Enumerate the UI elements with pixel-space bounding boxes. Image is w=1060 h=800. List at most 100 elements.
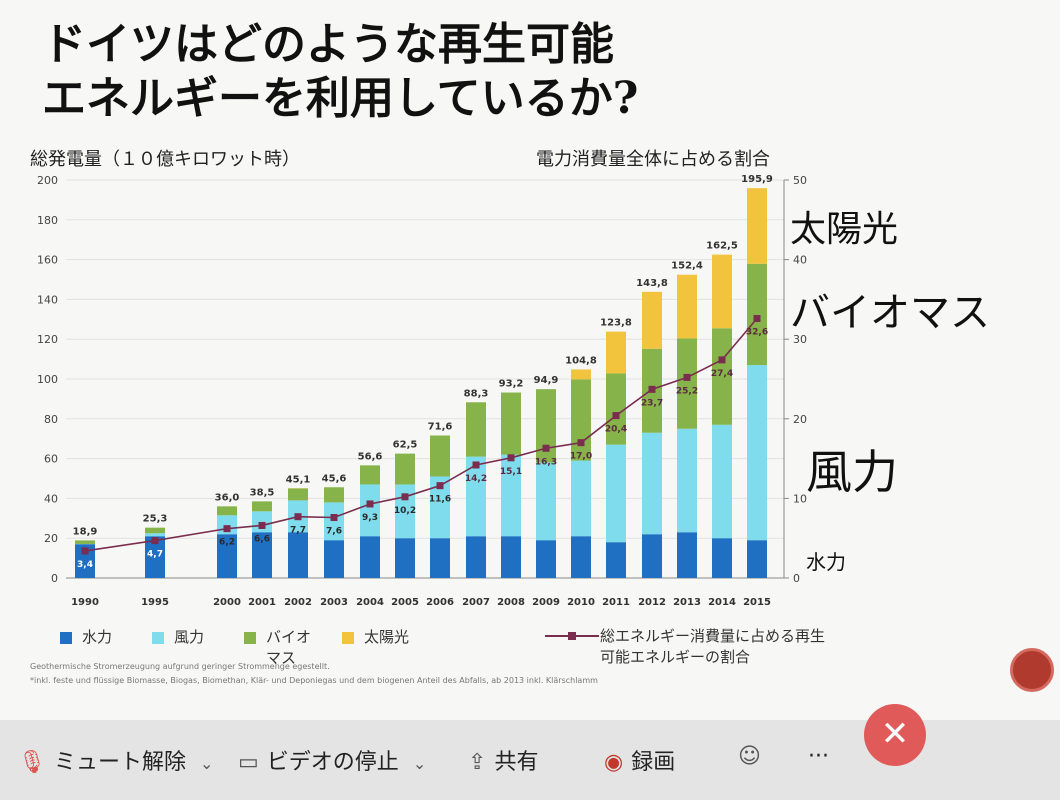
- chevron-down-icon[interactable]: ⌄: [199, 754, 214, 773]
- share-point: [81, 547, 89, 555]
- more-button[interactable]: ···: [808, 744, 829, 769]
- bar-total-label: 88,3: [464, 388, 489, 399]
- x-tick-label: 2004: [356, 597, 384, 608]
- bar-wind: [571, 460, 591, 537]
- share-point-label: 7,6: [326, 527, 342, 537]
- legend-item-wind: 風力: [152, 626, 204, 647]
- y2-tick-label: 20: [793, 413, 807, 426]
- share-point: [683, 373, 691, 381]
- bar-total-label: 143,8: [636, 278, 668, 289]
- bar-wind: [642, 432, 662, 535]
- share-point-label: 4,7: [147, 550, 163, 560]
- bar-solar: [606, 331, 626, 374]
- title-line-1: ドイツはどのような再生可能: [42, 19, 614, 70]
- share-point-label: 7,7: [290, 526, 306, 536]
- y-tick-label: 80: [44, 413, 58, 426]
- title-line-2: エネルギーを利用しているか?: [42, 73, 639, 124]
- bar-total-label: 45,1: [286, 474, 311, 485]
- bar-hydro: [712, 538, 732, 578]
- side-label-solar: 太陽光: [790, 209, 899, 250]
- bar-wind: [747, 365, 767, 541]
- share-line: [84, 317, 758, 552]
- bar-biomass: [217, 506, 237, 516]
- record-icon: ◉: [604, 750, 624, 775]
- bar-wind: [324, 502, 344, 541]
- y-tick-label: 20: [44, 532, 58, 545]
- legend-swatch-solar: [342, 631, 354, 644]
- y2-tick-label: 0: [793, 572, 800, 585]
- bar-solar: [747, 188, 767, 264]
- chevron-down-icon[interactable]: ⌄: [412, 754, 427, 773]
- share-point: [258, 521, 266, 529]
- bar-wind: [501, 454, 521, 537]
- reactions-button[interactable]: ☺: [738, 744, 769, 769]
- bar-total-label: 94,9: [534, 375, 559, 386]
- x-tick-label: 2003: [320, 597, 348, 608]
- stop-video-button[interactable]: ▭ ビデオの停止 ⌄: [238, 744, 434, 776]
- side-label-hydro: 水力: [806, 550, 846, 574]
- y-tick-label: 120: [37, 333, 58, 346]
- recording-indicator[interactable]: [1010, 648, 1054, 692]
- bar-biomass: [145, 527, 165, 534]
- share-point-label: 11,6: [429, 495, 451, 505]
- slide-title: ドイツはどのような再生可能 エネルギーを利用しているか?: [42, 18, 638, 126]
- legend-line-label-1: 総エネルギー消費量に占める再生: [600, 627, 826, 645]
- share-point: [401, 493, 409, 501]
- bar-total-label: 195,9: [741, 174, 773, 185]
- unmute-button[interactable]: 🎙 ミュート解除 ⌄: [18, 744, 221, 776]
- share-point-label: 9,3: [362, 513, 378, 523]
- share-point-label: 32,6: [746, 328, 768, 338]
- y-tick-label: 100: [37, 373, 58, 386]
- legend-swatch-biomass: [244, 631, 256, 644]
- share-point: [294, 513, 302, 521]
- y-tick-label: 180: [37, 214, 58, 227]
- x-tick-label: 2001: [248, 597, 276, 608]
- bar-biomass: [395, 453, 415, 485]
- share-point: [718, 356, 726, 364]
- x-tick-label: 2011: [602, 597, 630, 608]
- bar-solar: [677, 274, 697, 339]
- x-tick-label: 2012: [638, 597, 666, 608]
- y2-tick-label: 40: [793, 254, 807, 267]
- legend-line-label-2: 可能エネルギーの割合: [600, 648, 751, 666]
- bar-wind: [536, 462, 556, 541]
- bar-biomass: [747, 263, 767, 366]
- y-axis-label-right: 電力消費量全体に占める割合: [536, 149, 770, 170]
- legend-item-biomass: バイオ マス: [244, 626, 311, 668]
- x-tick-label: 2010: [567, 597, 595, 608]
- share-point-label: 14,2: [465, 474, 487, 484]
- bar-solar: [712, 254, 732, 329]
- bar-biomass: [712, 328, 732, 425]
- x-tick-label: 2000: [213, 597, 241, 608]
- end-meeting-button[interactable]: ✕: [864, 704, 926, 766]
- bar-total-label: 45,6: [322, 473, 347, 484]
- bar-wind: [145, 533, 165, 537]
- bar-hydro: [252, 532, 272, 578]
- x-tick-label: 2006: [426, 597, 454, 608]
- record-button[interactable]: ◉ 録画: [604, 744, 675, 776]
- y-axis-label-left: 総発電量（１０億キロワット時）: [30, 149, 300, 170]
- share-point-label: 15,1: [500, 467, 522, 477]
- bar-total-label: 152,4: [671, 261, 703, 272]
- record-label: 録画: [631, 750, 676, 775]
- legend-label-solar: 太陽光: [364, 628, 410, 646]
- share-point-label: 27,4: [711, 369, 733, 379]
- bar-hydro: [571, 536, 591, 578]
- legend-item-solar: 太陽光: [342, 626, 409, 647]
- legend-swatch-hydro: [60, 631, 72, 644]
- y-tick-label: 140: [37, 293, 58, 306]
- bar-hydro: [217, 534, 237, 578]
- bar-wind: [360, 484, 380, 537]
- x-tick-label: 2014: [708, 597, 736, 608]
- share-point-label: 23,7: [641, 398, 663, 408]
- bar-total-label: 104,8: [565, 355, 597, 366]
- legend-item-share-line: 総エネルギー消費量に占める再生 可能エネルギーの割合: [600, 626, 900, 668]
- bar-biomass: [606, 373, 626, 445]
- share-point: [472, 461, 480, 469]
- bar-biomass: [677, 338, 697, 429]
- legend-item-hydro: 水力: [60, 626, 112, 647]
- bar-wind: [606, 444, 626, 543]
- share-button[interactable]: ⇪ 共有: [468, 744, 538, 776]
- share-point-label: 20,4: [605, 425, 627, 435]
- bar-total-label: 162,5: [706, 241, 738, 252]
